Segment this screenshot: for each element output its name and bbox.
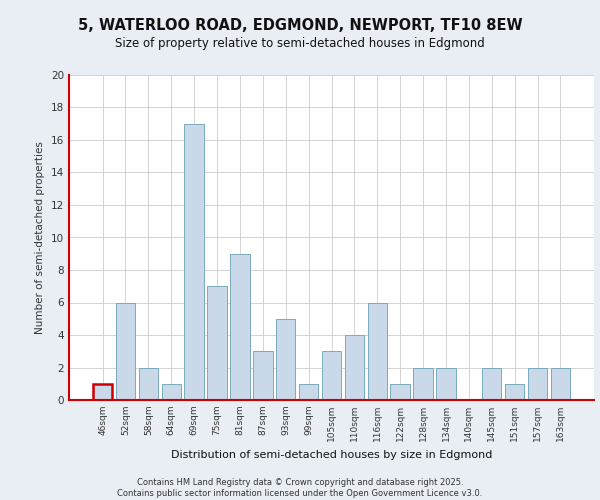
Bar [299, 384, 319, 400]
Bar [184, 124, 204, 400]
Bar [436, 368, 455, 400]
Text: 5, WATERLOO ROAD, EDGMOND, NEWPORT, TF10 8EW: 5, WATERLOO ROAD, EDGMOND, NEWPORT, TF10… [77, 18, 523, 32]
Bar [551, 368, 570, 400]
Y-axis label: Number of semi-detached properties: Number of semi-detached properties [35, 141, 46, 334]
Bar [413, 368, 433, 400]
Bar [391, 384, 410, 400]
Bar [482, 368, 502, 400]
Bar [230, 254, 250, 400]
Bar [208, 286, 227, 400]
Bar [322, 351, 341, 400]
Bar [139, 368, 158, 400]
Bar [161, 384, 181, 400]
Bar [253, 351, 272, 400]
Bar [116, 302, 135, 400]
Bar [505, 384, 524, 400]
Bar [368, 302, 387, 400]
Bar [276, 319, 295, 400]
Text: Size of property relative to semi-detached houses in Edgmond: Size of property relative to semi-detach… [115, 38, 485, 51]
Text: Contains HM Land Registry data © Crown copyright and database right 2025.
Contai: Contains HM Land Registry data © Crown c… [118, 478, 482, 498]
X-axis label: Distribution of semi-detached houses by size in Edgmond: Distribution of semi-detached houses by … [171, 450, 492, 460]
Bar [344, 335, 364, 400]
Bar [528, 368, 547, 400]
Bar [93, 384, 112, 400]
